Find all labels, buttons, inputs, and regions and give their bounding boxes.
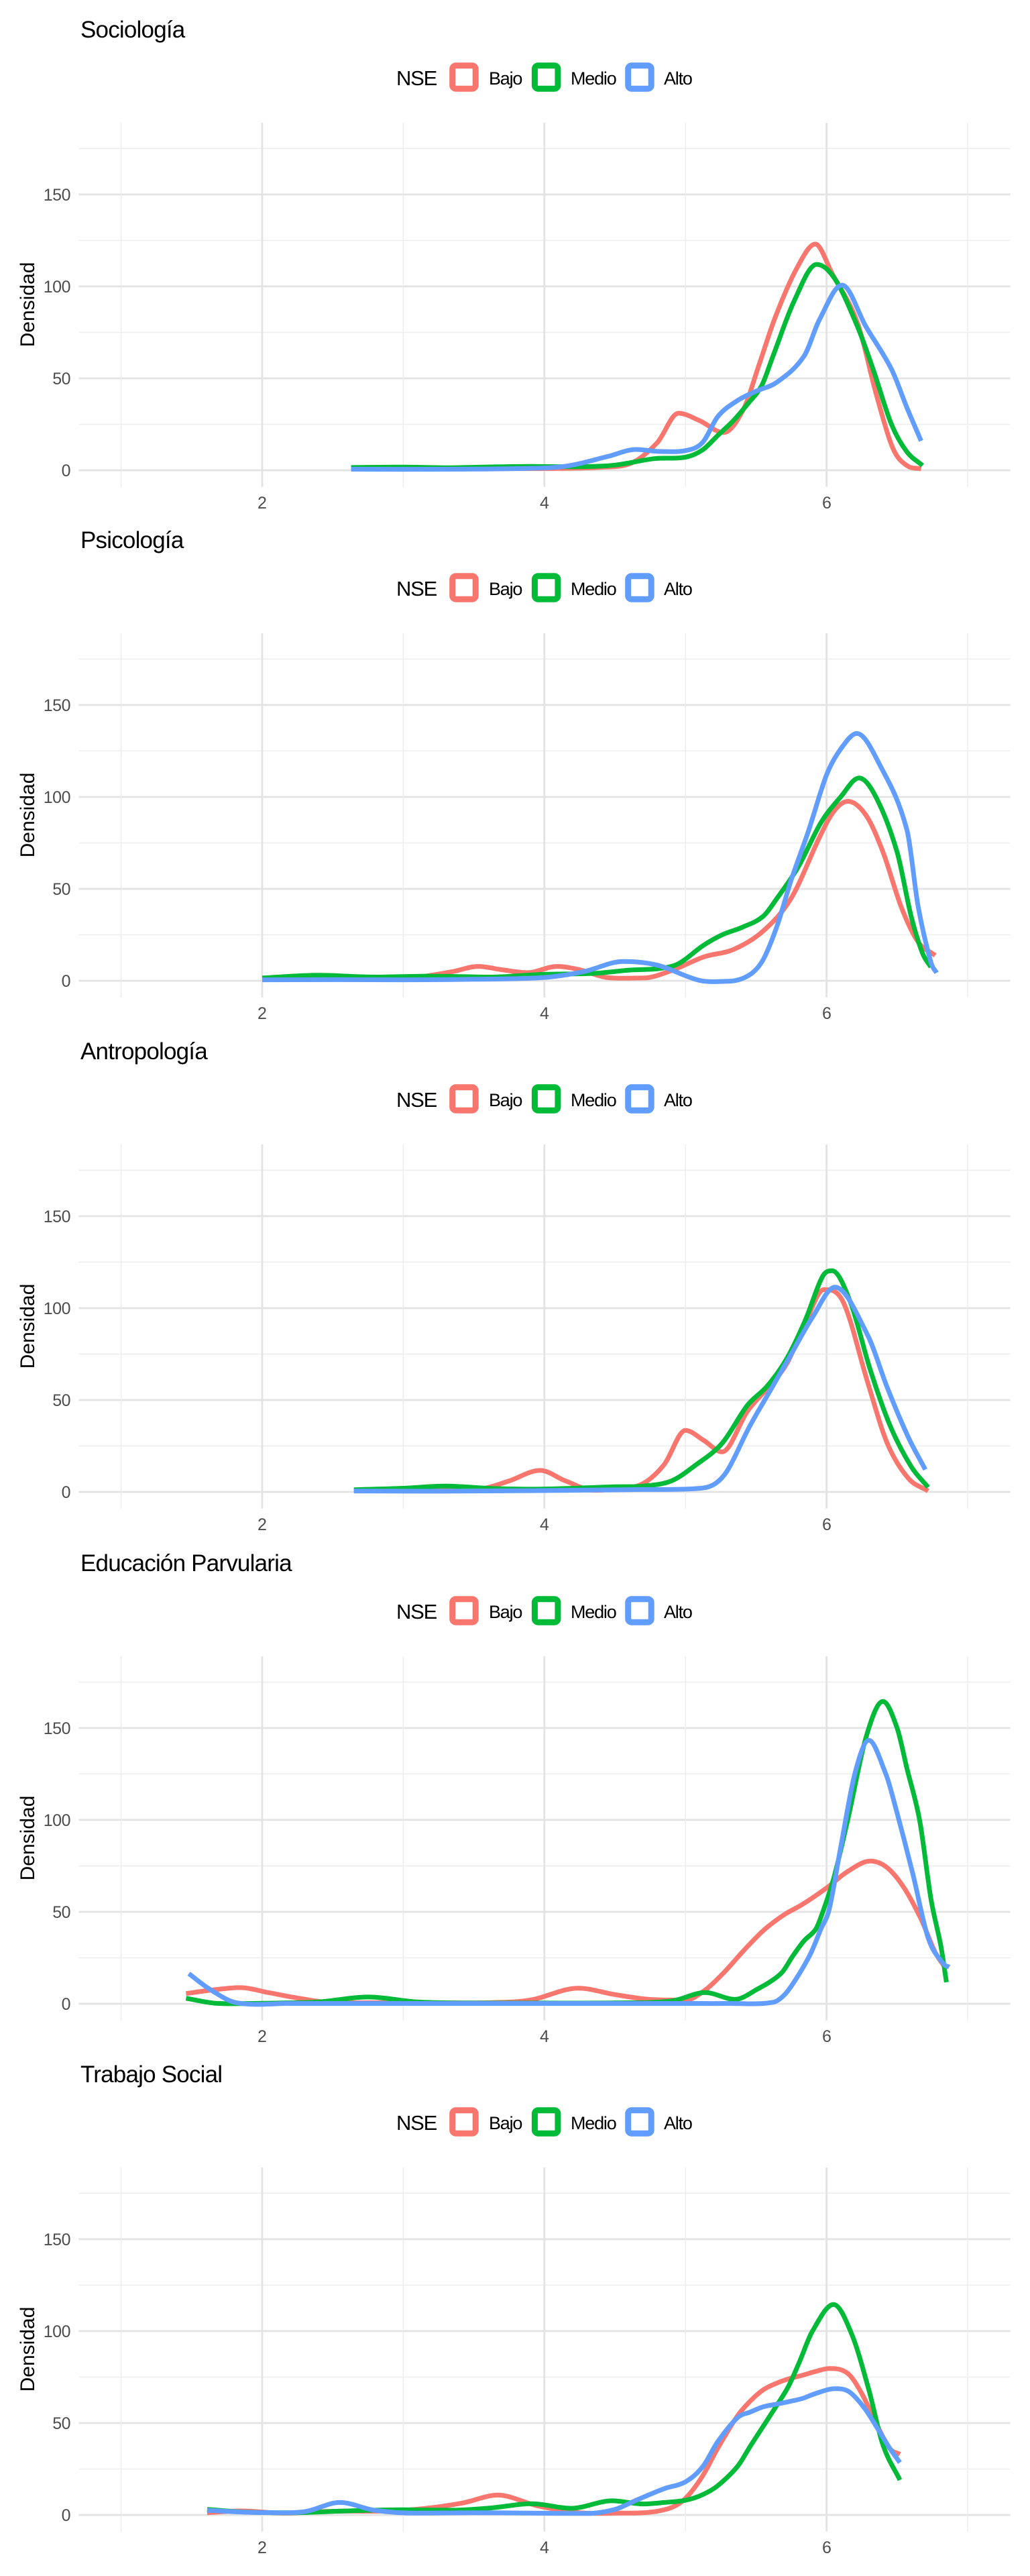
svg-text:Medio: Medio — [571, 68, 616, 89]
svg-text:150: 150 — [44, 696, 70, 715]
svg-text:2: 2 — [258, 2027, 267, 2046]
svg-text:Alto: Alto — [664, 68, 692, 89]
svg-text:100: 100 — [44, 1299, 70, 1318]
svg-text:6: 6 — [822, 2027, 832, 2046]
svg-text:Densidad: Densidad — [17, 1284, 39, 1369]
svg-text:NSE: NSE — [396, 1088, 437, 1112]
svg-text:Alto: Alto — [664, 2113, 692, 2133]
svg-text:Antropología: Antropología — [80, 1038, 208, 1065]
svg-text:Alto: Alto — [664, 579, 692, 599]
svg-text:Bajo: Bajo — [489, 2113, 522, 2133]
svg-text:Sociología: Sociología — [80, 17, 186, 43]
svg-text:50: 50 — [52, 370, 70, 388]
svg-text:Alto: Alto — [664, 1090, 692, 1110]
svg-text:Bajo: Bajo — [489, 579, 522, 599]
svg-text:50: 50 — [52, 1391, 70, 1410]
svg-text:4: 4 — [540, 1004, 549, 1023]
svg-text:6: 6 — [822, 2538, 832, 2557]
svg-text:150: 150 — [44, 2231, 70, 2249]
svg-text:0: 0 — [62, 2506, 70, 2525]
svg-text:NSE: NSE — [396, 2111, 437, 2135]
svg-text:6: 6 — [822, 1515, 832, 1534]
svg-text:NSE: NSE — [396, 577, 437, 600]
svg-text:6: 6 — [822, 1004, 832, 1023]
svg-text:100: 100 — [44, 1811, 70, 1830]
svg-text:50: 50 — [52, 2414, 70, 2433]
svg-text:2: 2 — [258, 1004, 267, 1023]
svg-text:6: 6 — [822, 494, 832, 513]
svg-text:50: 50 — [52, 1903, 70, 1922]
svg-text:Densidad: Densidad — [17, 773, 39, 858]
svg-text:4: 4 — [540, 494, 549, 513]
svg-text:Bajo: Bajo — [489, 68, 522, 89]
svg-text:150: 150 — [44, 186, 70, 205]
svg-text:150: 150 — [44, 1719, 70, 1738]
svg-text:150: 150 — [44, 1208, 70, 1226]
svg-text:Medio: Medio — [571, 1090, 616, 1110]
svg-text:0: 0 — [62, 462, 70, 480]
svg-text:NSE: NSE — [396, 66, 437, 90]
svg-text:0: 0 — [62, 1483, 70, 1502]
svg-text:50: 50 — [52, 880, 70, 899]
svg-text:Bajo: Bajo — [489, 1602, 522, 1622]
svg-text:0: 0 — [62, 972, 70, 991]
svg-text:Medio: Medio — [571, 2113, 616, 2133]
svg-text:100: 100 — [44, 278, 70, 297]
svg-text:4: 4 — [540, 2027, 549, 2046]
svg-text:4: 4 — [540, 1515, 549, 1534]
svg-text:Bajo: Bajo — [489, 1090, 522, 1110]
svg-text:Medio: Medio — [571, 1602, 616, 1622]
svg-text:0: 0 — [62, 1995, 70, 2014]
svg-text:Educación Parvularia: Educación Parvularia — [80, 1550, 292, 1576]
svg-text:100: 100 — [44, 788, 70, 807]
svg-text:Densidad: Densidad — [17, 2307, 39, 2392]
svg-text:Densidad: Densidad — [17, 1796, 39, 1881]
svg-text:2: 2 — [258, 494, 267, 513]
svg-text:2: 2 — [258, 1515, 267, 1534]
svg-text:Trabajo Social: Trabajo Social — [80, 2061, 222, 2088]
svg-text:2: 2 — [258, 2538, 267, 2557]
svg-text:Alto: Alto — [664, 1602, 692, 1622]
svg-text:NSE: NSE — [396, 1600, 437, 1623]
svg-text:Psicología: Psicología — [80, 527, 184, 553]
svg-text:100: 100 — [44, 2322, 70, 2341]
svg-text:Densidad: Densidad — [17, 262, 39, 347]
svg-text:4: 4 — [540, 2538, 549, 2557]
svg-text:Medio: Medio — [571, 579, 616, 599]
